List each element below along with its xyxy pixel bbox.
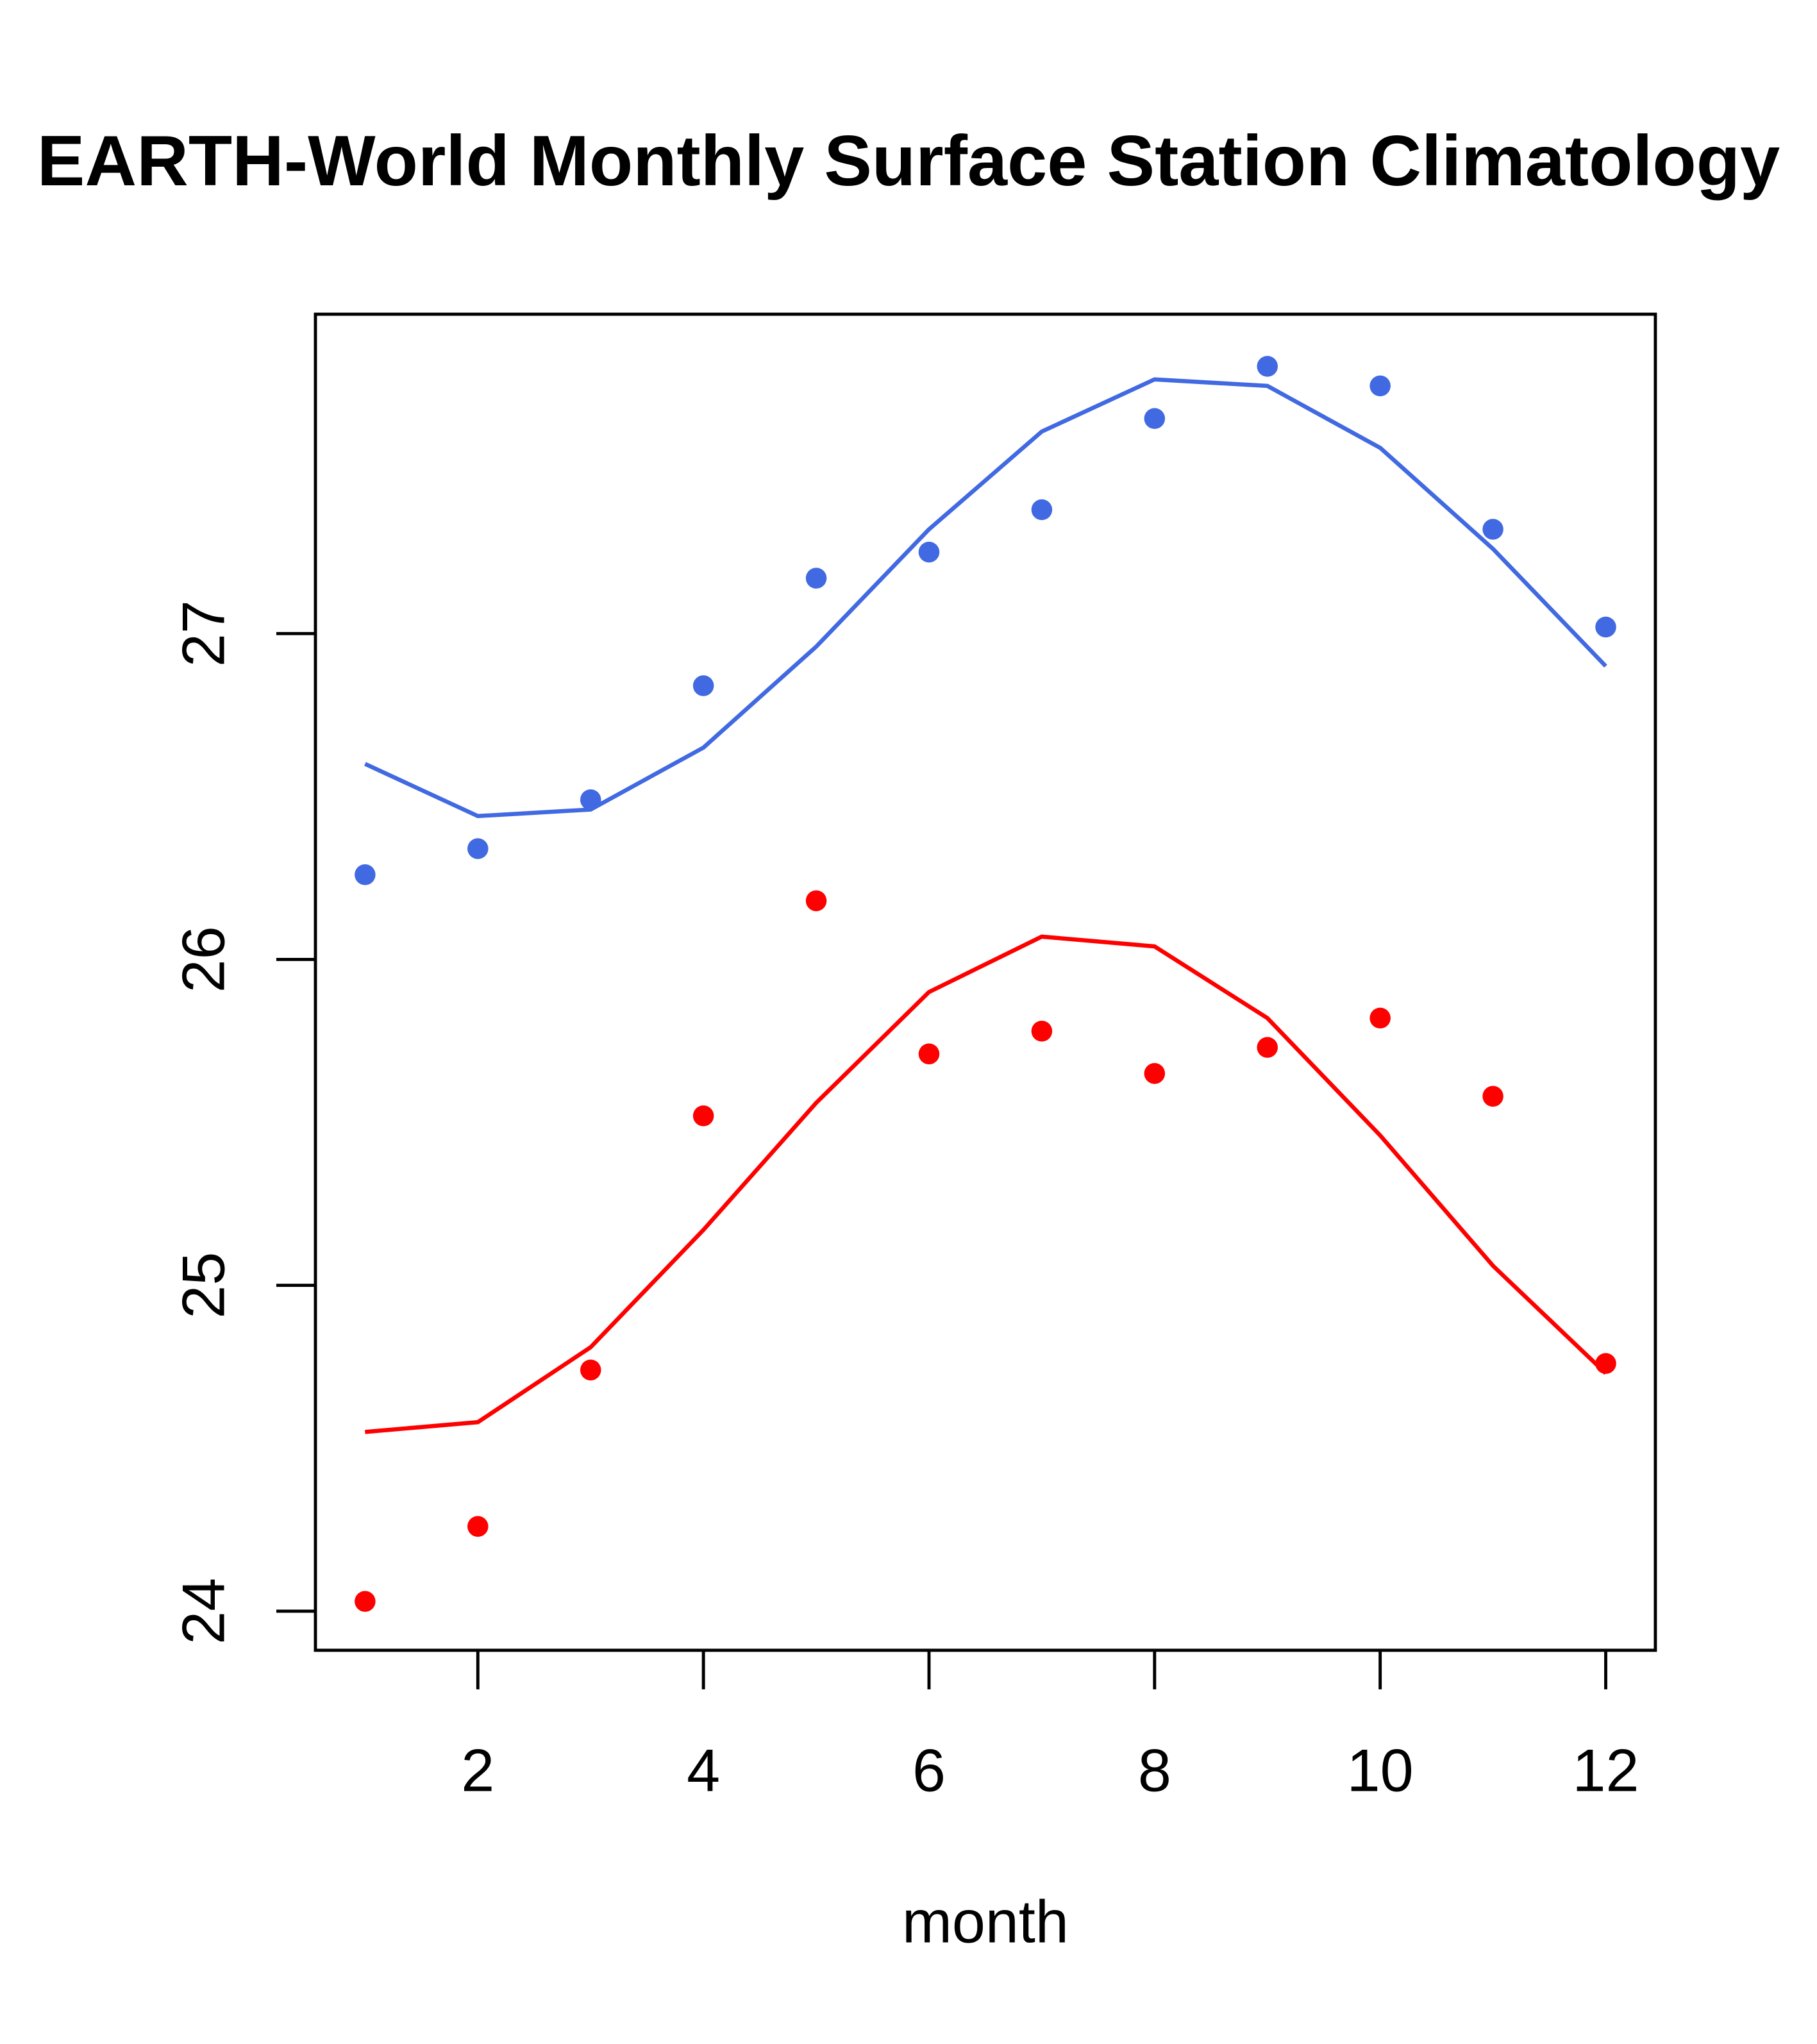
y-tick-label: 27 — [170, 600, 237, 667]
red-points-point — [1144, 1063, 1166, 1084]
blue-points-point — [1144, 408, 1166, 429]
blue-points-point — [1482, 519, 1503, 540]
series-layer — [355, 356, 1616, 1612]
y-tick-label: 25 — [170, 1252, 237, 1319]
blue-line-path — [364, 377, 1607, 819]
x-axis: 2 4 6 8 10 12 — [461, 1650, 1639, 1804]
blue-points-point — [1257, 356, 1278, 377]
y-tick-label: 26 — [170, 926, 237, 993]
red-points-point — [1031, 1020, 1053, 1042]
blue-line — [364, 377, 1607, 819]
blue-points-point — [805, 567, 827, 589]
blue-points — [355, 356, 1616, 885]
x-tick-label: 8 — [1138, 1736, 1171, 1804]
red-points-point — [1369, 1007, 1391, 1029]
x-tick-label: 2 — [461, 1736, 494, 1804]
red-points-point — [805, 890, 827, 912]
red-points-point — [580, 1359, 601, 1381]
blue-points-point — [1031, 499, 1053, 521]
x-tick-label: 4 — [687, 1736, 720, 1804]
x-tick-label: 6 — [912, 1736, 946, 1804]
x-tick-label: 10 — [1347, 1736, 1414, 1804]
blue-points-point — [355, 864, 376, 885]
red-points-point — [1482, 1085, 1503, 1107]
blue-points-point — [1369, 375, 1391, 397]
red-points-point — [355, 1591, 376, 1612]
red-line — [365, 934, 1607, 1434]
x-tick-label: 12 — [1572, 1736, 1639, 1804]
red-points-point — [1257, 1037, 1278, 1058]
red-line-path — [365, 934, 1607, 1434]
red-points-point — [467, 1516, 489, 1537]
blue-points-point — [467, 838, 489, 859]
plot-frame — [314, 312, 1657, 1652]
y-tick-label: 24 — [170, 1578, 237, 1645]
blue-points-point — [1595, 616, 1616, 638]
red-points-point — [918, 1043, 940, 1065]
chart-title: EARTH-World Monthly Surface Station Clim… — [37, 121, 1780, 201]
y-axis: 24 25 26 27 — [170, 600, 315, 1645]
red-points-point — [692, 1105, 714, 1127]
blue-points-point — [692, 675, 714, 696]
red-points — [355, 890, 1616, 1612]
x-axis-label: month — [902, 1888, 1069, 1955]
blue-points-point — [918, 541, 940, 563]
